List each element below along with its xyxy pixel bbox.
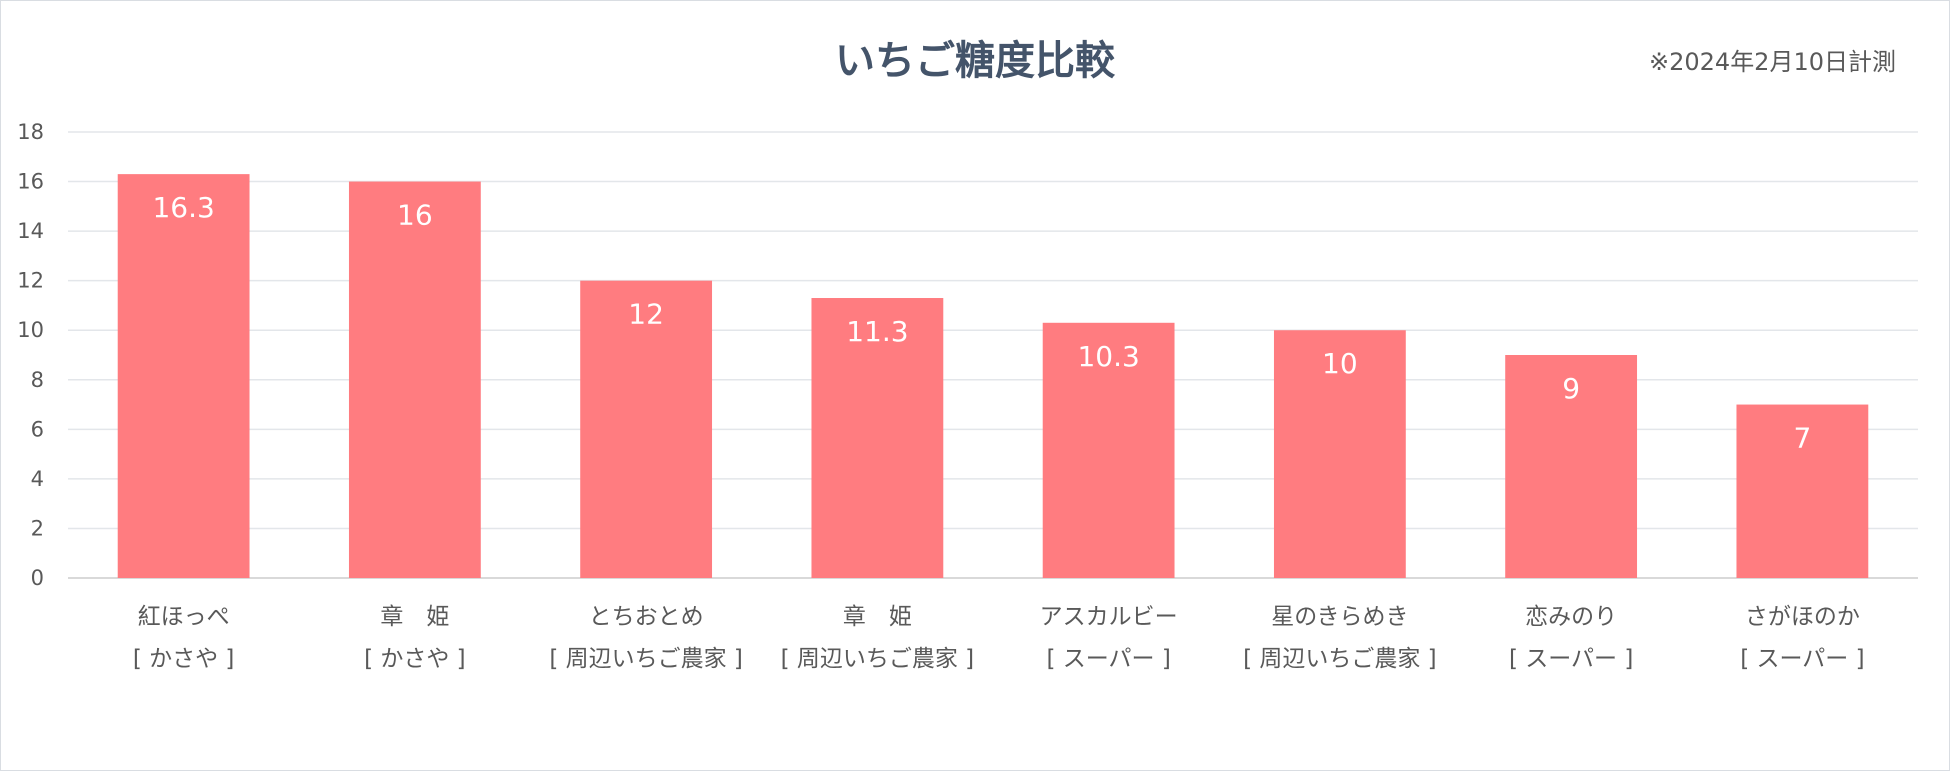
y-tick-label: 14: [17, 219, 44, 243]
y-tick-label: 16: [17, 170, 44, 194]
bar: [1042, 322, 1175, 578]
data-label: 16: [397, 199, 433, 232]
bar: [1505, 355, 1638, 578]
y-tick-label: 12: [17, 269, 44, 293]
category-label-name: 章 姫: [843, 604, 912, 630]
category-label-source: [ 周辺いちご農家 ]: [781, 646, 975, 672]
chart-title: いちご糖度比較: [835, 38, 1116, 84]
category-label-name: 恋みのり: [1525, 604, 1617, 630]
data-label: 10: [1322, 347, 1358, 380]
data-label: 7: [1793, 422, 1811, 455]
bars: [117, 174, 1869, 579]
category-label-name: 紅ほっぺ: [138, 604, 230, 630]
bar: [348, 181, 481, 579]
category-label-source: [ スーパー ]: [1046, 646, 1170, 672]
category-label-source: [ かさや ]: [364, 646, 466, 672]
bar: [1273, 330, 1406, 578]
x-axis-labels: 紅ほっぺ [ かさや ] 章 姫 [ かさや ] とちおとめ [ 周辺いちご農家 ] 章 姫…: [133, 604, 1865, 672]
gridlines: [68, 131, 1918, 579]
data-labels: 16.3 16 12 11.3 10.3 10 9 7: [152, 191, 1811, 454]
data-label: 9: [1562, 372, 1580, 405]
y-tick-label: 4: [31, 467, 44, 491]
y-tick-label: 6: [31, 417, 44, 441]
y-tick-label: 0: [31, 566, 44, 590]
y-tick-label: 2: [31, 516, 44, 540]
category-label-source: [ スーパー ]: [1509, 646, 1633, 672]
category-label-name: 星のきらめき: [1271, 604, 1408, 630]
category-label-source: [ 周辺いちご農家 ]: [549, 646, 743, 672]
data-label: 12: [628, 298, 664, 331]
category-label-name: さがほのか: [1745, 604, 1860, 630]
bar: [811, 298, 944, 578]
y-tick-label: 18: [17, 120, 44, 144]
bar: [1736, 404, 1869, 578]
y-tick-label: 10: [17, 318, 44, 342]
bar: [117, 174, 250, 578]
y-tick-label: 8: [31, 368, 44, 392]
category-label-source: [ スーパー ]: [1740, 646, 1864, 672]
category-label-source: [ 周辺いちご農家 ]: [1243, 646, 1437, 672]
data-label: 16.3: [152, 191, 214, 224]
data-label: 10.3: [1077, 340, 1139, 373]
data-label: 11.3: [846, 315, 908, 348]
category-label-name: 章 姫: [380, 604, 449, 630]
bar: [580, 280, 713, 578]
category-label-name: とちおとめ: [589, 604, 704, 630]
category-label-name: アスカルビー: [1040, 604, 1178, 630]
y-axis-ticks: 0 2 4 6 8 10 12 14 16 18: [17, 120, 44, 590]
category-label-source: [ かさや ]: [133, 646, 235, 672]
measurement-date-note: ※2024年2月10日計測: [1649, 48, 1896, 76]
